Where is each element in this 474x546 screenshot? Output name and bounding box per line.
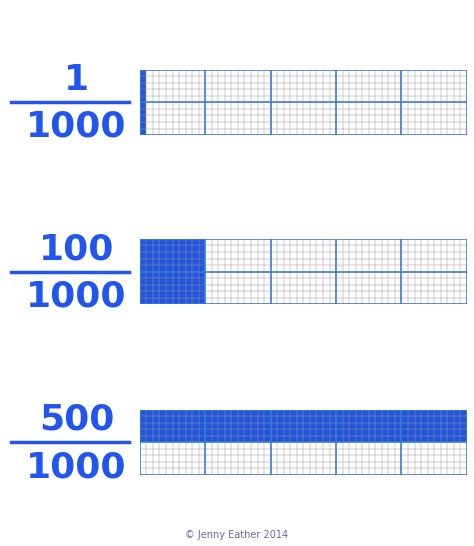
Text: © Jenny Eather 2014: © Jenny Eather 2014	[185, 530, 289, 539]
Bar	[140, 410, 467, 442]
Bar	[140, 239, 205, 304]
Text: 1000: 1000	[26, 279, 127, 313]
Text: 500: 500	[39, 402, 114, 437]
Text: thousandths: thousandths	[174, 5, 300, 23]
Text: 100: 100	[39, 233, 114, 266]
Bar	[140, 70, 146, 135]
Text: 1000: 1000	[26, 110, 127, 144]
Text: 1: 1	[64, 63, 89, 97]
Text: 1000: 1000	[26, 450, 127, 484]
